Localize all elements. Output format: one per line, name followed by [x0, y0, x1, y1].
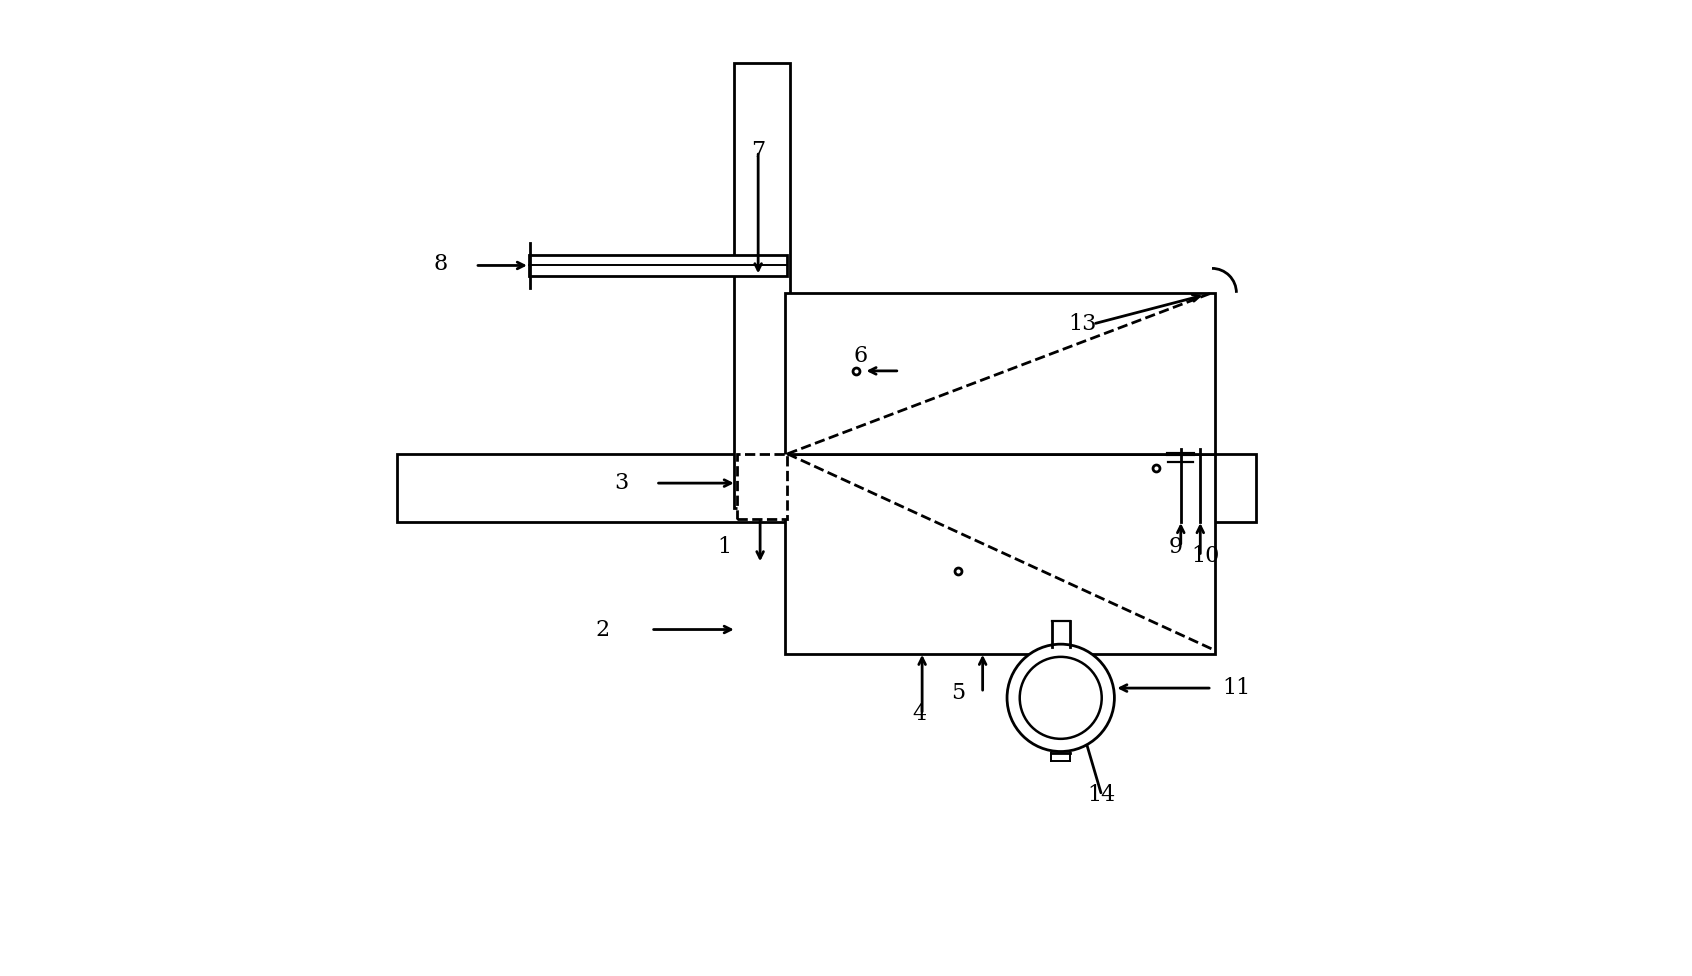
Text: 4: 4	[912, 704, 926, 725]
Text: 5: 5	[951, 682, 966, 704]
Text: 14: 14	[1088, 785, 1115, 806]
Bar	[785, 454, 1215, 654]
Ellipse shape	[1020, 657, 1101, 739]
Text: 6: 6	[853, 346, 868, 367]
Bar	[398, 454, 1255, 522]
Text: 11: 11	[1222, 677, 1250, 699]
Text: 3: 3	[614, 472, 629, 494]
Ellipse shape	[1007, 644, 1115, 752]
Bar	[736, 454, 787, 519]
Text: 7: 7	[751, 141, 765, 162]
Bar	[734, 63, 790, 508]
Text: 10: 10	[1191, 546, 1220, 567]
Text: 8: 8	[433, 253, 448, 274]
Text: 13: 13	[1068, 313, 1096, 335]
Text: 2: 2	[596, 619, 609, 640]
Text: 9: 9	[1169, 536, 1183, 557]
Bar	[785, 293, 1215, 454]
Bar	[530, 255, 787, 276]
Text: 1: 1	[717, 536, 731, 557]
